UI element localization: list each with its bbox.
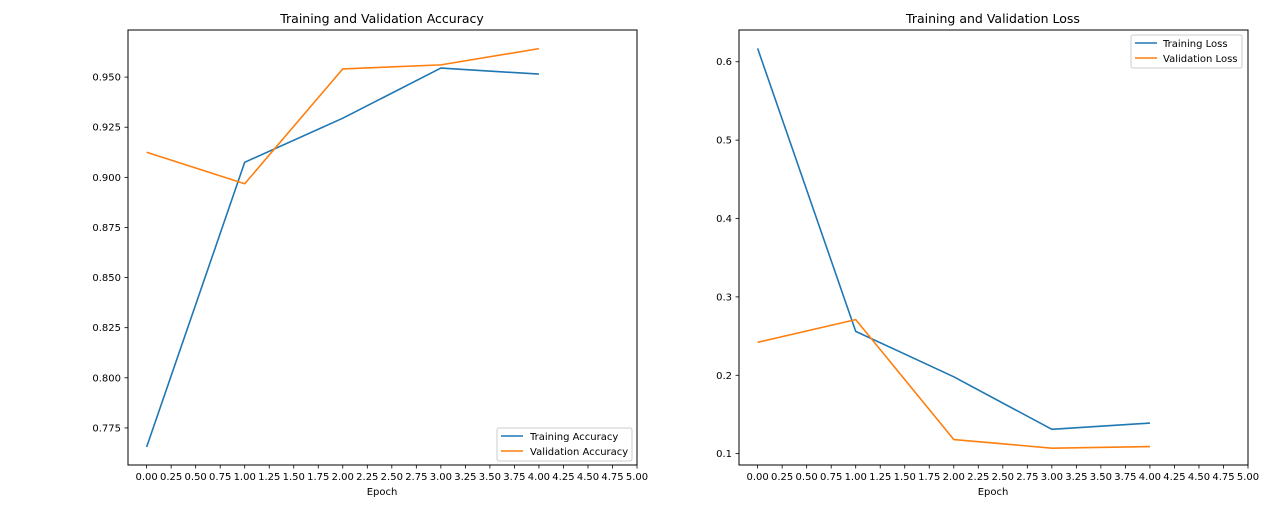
loss-x-tick-label: 1.25: [869, 472, 891, 483]
accuracy-series-line-training-accuracy: [145, 67, 539, 448]
loss-y-tick-label: 0.6: [716, 57, 732, 68]
accuracy-x-tick-label: 1.50: [283, 472, 305, 483]
loss-x-ticks: 0.00 0.25 0.50 0.75 1.00 1.25 1.50 1.75 2.00 2.25…: [747, 465, 1259, 483]
accuracy-x-tick-label: 3.00: [430, 472, 452, 483]
accuracy-x-tick-label: 4.00: [528, 472, 550, 483]
accuracy-y-ticks: 0.775 0.800 0.825 0.850 0.875 0.900 0.925 0.950: [92, 73, 128, 434]
accuracy-legend-frame: [496, 427, 633, 462]
accuracy-x-tick-label: 1.75: [307, 472, 329, 483]
accuracy-y-tick-label: 0.950: [92, 73, 121, 84]
accuracy-x-ticks: 0.00 0.25 0.50 0.75 1.00 1.25 1.50 1.75 2.00 2.25…: [136, 465, 648, 483]
loss-x-tick-label: 4.75: [1212, 472, 1234, 483]
loss-x-tick-label: 5.00: [1237, 472, 1259, 483]
accuracy-chart: Training and Validation Accuracy 0.00 0.2…: [92, 11, 648, 498]
loss-x-tick-label: 1.75: [918, 472, 940, 483]
accuracy-x-tick-label: 1.25: [258, 472, 280, 483]
accuracy-legend: Training Accuracy Validation Accuracy: [496, 427, 633, 462]
loss-y-tick-label: 0.1: [716, 449, 732, 460]
accuracy-series: [145, 47, 540, 448]
loss-y-tick-label: 0.4: [716, 214, 732, 225]
loss-x-tick-label: 3.75: [1114, 472, 1136, 483]
loss-x-tick-label: 0.75: [820, 472, 842, 483]
loss-x-tick-label: 3.00: [1041, 472, 1063, 483]
accuracy-x-tick-label: 2.50: [381, 472, 403, 483]
loss-x-tick-label: 0.50: [796, 472, 818, 483]
loss-x-tick-label: 1.50: [894, 472, 916, 483]
loss-series: [756, 48, 1150, 449]
accuracy-x-tick-label: 0.50: [185, 472, 207, 483]
loss-x-tick-label: 3.25: [1065, 472, 1087, 483]
accuracy-x-tick-label: 3.50: [479, 472, 501, 483]
loss-x-tick-label: 2.75: [1016, 472, 1038, 483]
accuracy-x-tick-label: 3.75: [503, 472, 525, 483]
accuracy-x-tick-label: 2.00: [332, 472, 354, 483]
loss-y-tick-label: 0.2: [716, 371, 732, 382]
loss-y-tick-label: 0.5: [716, 136, 732, 147]
accuracy-x-tick-label: 2.25: [356, 472, 378, 483]
loss-x-tick-label: 1.00: [845, 472, 867, 483]
loss-x-tick-label: 4.50: [1188, 472, 1210, 483]
loss-chart-title: Training and Validation Loss: [905, 11, 1080, 26]
accuracy-y-tick-label: 0.775: [92, 423, 121, 434]
loss-x-axis-label: Epoch: [978, 487, 1009, 498]
accuracy-y-tick-label: 0.825: [92, 323, 121, 334]
loss-y-ticks: 0.1 0.2 0.3 0.4 0.5 0.6: [716, 57, 739, 460]
loss-legend-label-training: Training Loss: [1162, 39, 1228, 50]
loss-x-tick-label: 2.50: [992, 472, 1014, 483]
loss-series-line-training-loss: [756, 48, 1150, 431]
accuracy-x-tick-label: 4.75: [601, 472, 623, 483]
accuracy-x-tick-label: 3.25: [454, 472, 476, 483]
accuracy-y-tick-label: 0.875: [92, 223, 121, 234]
accuracy-y-tick-label: 0.925: [92, 123, 121, 134]
loss-legend-frame: [1130, 34, 1243, 69]
accuracy-x-axis-label: Epoch: [367, 487, 398, 498]
accuracy-series-line-validation-accuracy: [146, 47, 540, 185]
loss-x-tick-label: 4.00: [1139, 472, 1161, 483]
loss-x-tick-label: 2.25: [967, 472, 989, 483]
loss-series-line-validation-loss: [757, 318, 1150, 449]
accuracy-legend-label-training: Training Accuracy: [529, 432, 618, 443]
loss-chart: Training and Validation Loss 0.00 0.25 0.5…: [716, 11, 1259, 498]
accuracy-legend-label-validation: Validation Accuracy: [530, 447, 628, 458]
accuracy-x-tick-label: 5.00: [626, 472, 648, 483]
accuracy-chart-title: Training and Validation Accuracy: [279, 11, 484, 26]
accuracy-y-tick-label: 0.900: [92, 173, 121, 184]
accuracy-x-tick-label: 0.00: [136, 472, 158, 483]
loss-x-tick-label: 0.00: [747, 472, 769, 483]
loss-x-tick-label: 3.50: [1090, 472, 1112, 483]
accuracy-x-tick-label: 1.00: [234, 472, 256, 483]
loss-legend: Training Loss Validation Loss: [1130, 34, 1243, 69]
loss-plot-frame: [738, 29, 1249, 466]
loss-x-tick-label: 0.25: [771, 472, 793, 483]
accuracy-y-tick-label: 0.800: [92, 373, 121, 384]
accuracy-y-tick-label: 0.850: [92, 273, 121, 284]
loss-legend-label-validation: Validation Loss: [1163, 54, 1238, 65]
accuracy-x-tick-label: 4.50: [577, 472, 599, 483]
accuracy-plot-frame: [127, 29, 638, 466]
accuracy-x-tick-label: 0.25: [160, 472, 182, 483]
loss-x-tick-label: 2.00: [943, 472, 965, 483]
accuracy-x-tick-label: 2.75: [405, 472, 427, 483]
accuracy-x-tick-label: 0.75: [209, 472, 231, 483]
loss-y-tick-label: 0.3: [716, 292, 732, 303]
loss-x-tick-label: 4.25: [1163, 472, 1185, 483]
accuracy-x-tick-label: 4.25: [552, 472, 574, 483]
